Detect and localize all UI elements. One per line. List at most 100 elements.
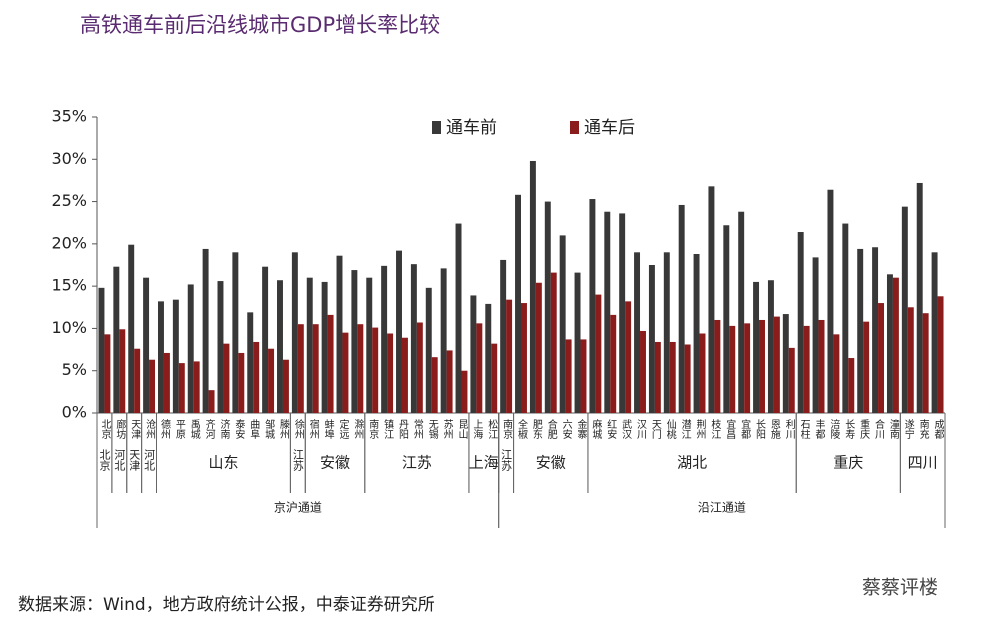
x-tick-label: 苏州 <box>441 418 453 439</box>
bar <box>901 206 908 413</box>
bar <box>366 277 373 413</box>
bar <box>574 272 581 413</box>
bar <box>753 281 760 413</box>
bar <box>788 347 795 413</box>
bar <box>172 299 179 413</box>
x-tick-label: 镇江 <box>382 418 394 439</box>
y-tick-label: 15% <box>51 276 87 295</box>
bar <box>372 327 379 413</box>
bar <box>848 358 855 413</box>
x-tick-label: 徐州 <box>292 418 304 439</box>
bar <box>886 274 893 413</box>
bar <box>535 282 542 413</box>
bar <box>321 281 328 413</box>
bar <box>663 252 670 413</box>
bar <box>907 307 914 413</box>
group-label: 湖北 <box>677 454 707 472</box>
bar <box>119 329 126 413</box>
group-label: 重庆 <box>833 454 863 472</box>
bar <box>529 160 536 413</box>
bar <box>163 352 170 413</box>
x-tick-label: 全椒 <box>516 418 528 440</box>
bar <box>223 343 230 413</box>
x-tick-label: 禹城 <box>188 418 200 440</box>
x-tick-label: 金寨 <box>575 418 587 439</box>
y-tick-label: 0% <box>62 403 87 422</box>
x-tick-label: 仙桃 <box>664 418 676 440</box>
x-tick-label: 红安 <box>605 418 617 440</box>
bar <box>247 312 254 413</box>
x-tick-label: 荆州 <box>694 418 706 439</box>
group-label: 河北 <box>113 449 126 471</box>
bar <box>410 264 417 413</box>
bar <box>937 296 944 413</box>
bar <box>872 247 879 413</box>
bar <box>440 268 447 413</box>
bar <box>312 324 319 413</box>
bar <box>723 225 730 413</box>
bar <box>782 314 789 413</box>
x-tick-label: 南京 <box>501 418 513 440</box>
x-tick-label: 曲阜 <box>248 419 260 440</box>
group-label: 河北 <box>143 449 156 471</box>
bar <box>351 270 358 413</box>
bar <box>625 301 632 413</box>
bar <box>306 277 313 413</box>
x-tick-label: 肥东 <box>530 419 542 439</box>
bar <box>149 359 156 413</box>
bar <box>648 265 655 413</box>
region-label: 京沪通道 <box>274 501 322 515</box>
bar <box>446 350 453 413</box>
bar <box>202 248 209 413</box>
bar <box>381 265 388 413</box>
x-tick-label: 宿州 <box>307 418 319 439</box>
y-tick-label: 30% <box>51 149 87 168</box>
bar <box>342 332 349 413</box>
bar <box>134 348 141 413</box>
bar <box>431 357 438 413</box>
x-tick-label: 无锡 <box>426 419 438 440</box>
x-tick-label: 重庆 <box>858 418 870 440</box>
bar <box>812 257 819 413</box>
bar <box>773 316 780 413</box>
bar <box>128 244 135 413</box>
bar <box>580 339 587 413</box>
bar <box>729 325 736 413</box>
bar <box>654 341 661 413</box>
group-label: 江苏 <box>500 449 513 472</box>
bar <box>157 301 164 413</box>
x-tick-label: 枝江 <box>709 418 721 439</box>
bar <box>767 280 774 413</box>
bar <box>416 322 423 413</box>
x-tick-label: 潼南 <box>887 418 899 439</box>
bar <box>738 211 745 413</box>
bar <box>455 223 462 413</box>
bar <box>521 303 527 413</box>
x-tick-label: 南京 <box>367 418 379 440</box>
x-tick-label: 滁州 <box>352 418 364 439</box>
bar <box>669 341 676 413</box>
bar <box>104 334 111 413</box>
bar <box>803 325 810 413</box>
x-tick-label: 六安 <box>560 419 572 440</box>
x-tick-label: 蚌埠 <box>322 419 334 440</box>
x-tick-label: 成都 <box>932 419 944 440</box>
x-tick-label: 廊坊 <box>114 418 126 440</box>
x-tick-label: 天门 <box>649 419 661 440</box>
bar <box>178 363 185 413</box>
bar <box>818 319 825 413</box>
x-tick-label: 松江 <box>486 418 498 439</box>
bar <box>863 321 870 413</box>
x-tick-label: 宜昌 <box>724 418 736 440</box>
group-label: 江苏 <box>402 454 432 472</box>
y-tick-label: 25% <box>51 191 87 210</box>
bar <box>143 277 150 413</box>
group-label: 四川 <box>908 454 938 472</box>
bar <box>544 201 551 413</box>
bar <box>113 266 120 413</box>
x-tick-label: 长寿 <box>843 419 855 439</box>
x-tick-label: 潜江 <box>679 418 691 439</box>
bar <box>387 333 394 413</box>
bar <box>699 333 706 413</box>
